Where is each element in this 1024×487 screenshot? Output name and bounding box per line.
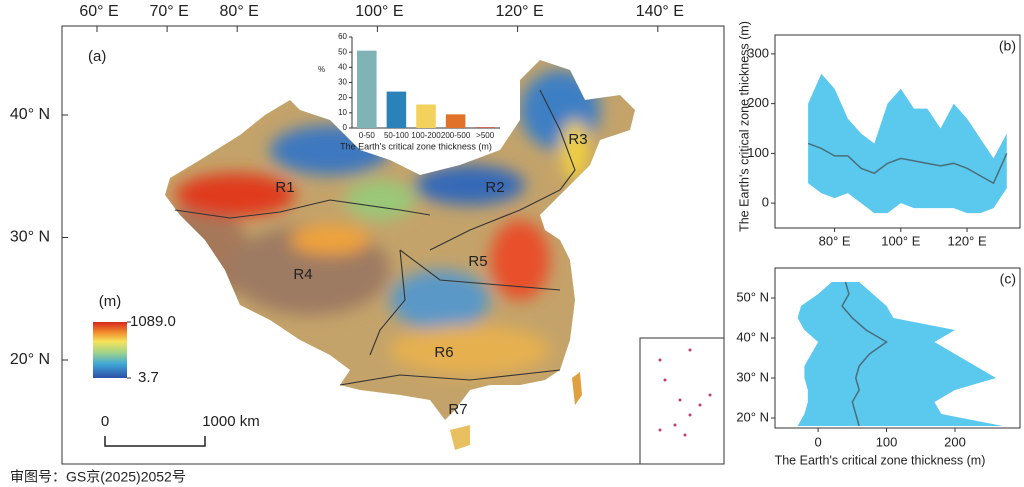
y-tick-label: 60 bbox=[338, 32, 347, 41]
x-tick-label: 200 bbox=[944, 434, 966, 449]
plot-frame bbox=[774, 34, 1021, 229]
y-tick-label: 300 bbox=[747, 45, 769, 60]
uncertainty-band bbox=[797, 282, 1003, 426]
y-tick-label: 20 bbox=[338, 93, 347, 102]
x-axis-label: The Earth's critical zone thickness (m) bbox=[340, 141, 492, 151]
bar bbox=[445, 114, 466, 128]
x-tick-label: 200-500 bbox=[441, 131, 471, 140]
panel-label: (a) bbox=[88, 48, 106, 65]
scale-label: 1000 km bbox=[202, 413, 260, 430]
mean-line bbox=[807, 142, 1008, 185]
region-label: R4 bbox=[293, 266, 312, 283]
scale-bar bbox=[104, 436, 206, 447]
y-tick-label: 0 bbox=[343, 123, 348, 132]
bar bbox=[475, 127, 495, 128]
plot-frame bbox=[774, 267, 1021, 429]
y-tick-label: 20° N bbox=[736, 409, 769, 424]
lat-tick-label: 30° N bbox=[10, 229, 50, 246]
y-axis-label: The Earth's critical zone thickness (m) bbox=[737, 21, 751, 232]
lon-tick-label: 120° E bbox=[495, 3, 543, 20]
y-tick-label: 30° N bbox=[736, 369, 769, 384]
lon-tick-label: 100° E bbox=[355, 3, 403, 20]
x-tick-label: 100° E bbox=[881, 233, 921, 248]
map-frame bbox=[61, 25, 725, 465]
x-tick-label: 120° E bbox=[947, 233, 987, 248]
colorbar-unit: (m) bbox=[99, 293, 122, 310]
uncertainty-band bbox=[808, 73, 1007, 214]
x-tick-label: 80° E bbox=[819, 233, 851, 248]
lat-tick-label: 20° N bbox=[10, 351, 50, 368]
x-tick-label: 0-50 bbox=[359, 131, 376, 140]
colorbar bbox=[93, 322, 127, 378]
region-label: R2 bbox=[485, 179, 504, 196]
y-tick-label: 100 bbox=[747, 145, 769, 160]
south-china-sea-inset bbox=[639, 337, 725, 465]
region-label: R3 bbox=[568, 131, 587, 148]
panel-label: (c) bbox=[1000, 271, 1016, 287]
x-tick-label: 0 bbox=[814, 434, 821, 449]
y-tick-label: 50 bbox=[338, 47, 347, 56]
y-tick-label: 40° N bbox=[736, 329, 769, 344]
y-tick-label: 0 bbox=[762, 195, 769, 210]
region-label: R5 bbox=[468, 253, 487, 270]
y-axis-label: % bbox=[318, 65, 325, 74]
lat-tick-label: 40° N bbox=[10, 106, 50, 123]
region-label: R6 bbox=[434, 344, 453, 361]
x-tick-label: 100 bbox=[876, 434, 898, 449]
bar bbox=[386, 91, 407, 128]
region-label: R1 bbox=[275, 179, 294, 196]
y-tick-label: 50° N bbox=[736, 289, 769, 304]
colorbar-label: 1089.0 bbox=[130, 313, 176, 330]
lon-tick-label: 140° E bbox=[636, 3, 684, 20]
y-tick-label: 40 bbox=[338, 62, 347, 71]
scale-label: 0 bbox=[101, 413, 109, 430]
bar bbox=[357, 50, 377, 128]
y-tick-label: 200 bbox=[747, 95, 769, 110]
lon-tick-label: 80° E bbox=[220, 3, 259, 20]
panel-label: (b) bbox=[999, 38, 1016, 54]
y-tick-label: 30 bbox=[338, 78, 347, 87]
lon-tick-label: 70° E bbox=[149, 3, 188, 20]
taiwan bbox=[572, 372, 582, 405]
inset-islands bbox=[658, 348, 712, 437]
y-tick-label: 10 bbox=[338, 108, 347, 117]
x-tick-label: 100-200 bbox=[411, 131, 441, 140]
lon-tick-label: 60° E bbox=[79, 3, 118, 20]
x-tick-label: 50-100 bbox=[384, 131, 409, 140]
approval-number: 审图号：GS京(2025)2052号 bbox=[10, 469, 186, 485]
x-tick-label: >500 bbox=[476, 131, 495, 140]
bar bbox=[416, 104, 436, 128]
region-boundaries bbox=[174, 89, 576, 386]
hainan bbox=[450, 425, 470, 450]
x-axis-label: The Earth's critical zone thickness (m) bbox=[775, 453, 986, 467]
region-label: R7 bbox=[448, 401, 467, 418]
colorbar-label: 3.7 bbox=[138, 369, 159, 386]
mean-line bbox=[841, 281, 888, 427]
